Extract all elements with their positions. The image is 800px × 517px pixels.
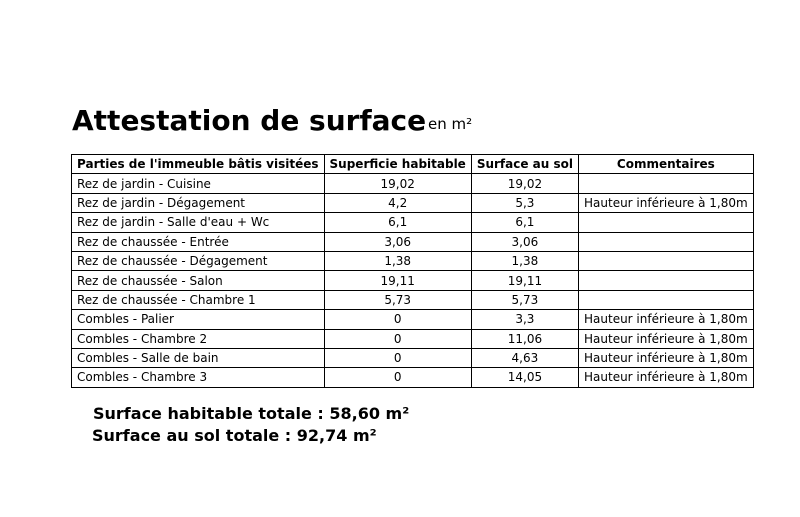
table-cell: Combles - Palier: [71, 309, 325, 330]
table-cell: 6,1: [323, 212, 472, 233]
table-cell: Hauteur inférieure à 1,80m: [578, 367, 754, 388]
table-cell: Combles - Chambre 3: [71, 367, 325, 388]
table-row: Combles - Palier 0 3,3 Hauteur inférieure à…: [71, 309, 754, 330]
table-row: Rez de chaussée - Dégagement 1,38 1,38: [71, 250, 754, 272]
table-cell: Hauteur inférieure à 1,80m: [578, 347, 754, 369]
table-cell: [578, 289, 754, 311]
table-cell: Rez de chaussée - Salon: [71, 270, 325, 291]
table-cell: [578, 250, 754, 272]
table-cell: 19,11: [323, 270, 472, 291]
table-row: Combles - Chambre 3 0 14,05 Hauteur inférie…: [71, 367, 754, 388]
table-cell: 1,38: [323, 250, 472, 272]
table-row: Rez de jardin - Cuisine 19,02 19,02: [71, 173, 754, 194]
table-cell: Combles - Salle de bain: [71, 347, 325, 369]
table-cell: 0: [323, 367, 472, 388]
table-row: Combles - Salle de bain 0 4,63 Hauteur infé…: [71, 347, 754, 369]
table-cell: [578, 270, 754, 291]
table-row: Rez de chaussée - Chambre 1 5,73 5,73: [71, 289, 754, 311]
table-cell: 5,73: [470, 289, 580, 311]
table-row: Rez de jardin - Dégagement 4,2 5,3 Hauteur …: [71, 192, 754, 214]
table-cell: 19,11: [470, 270, 580, 291]
column-header: Surface au sol: [470, 153, 580, 175]
table-cell: Rez de chaussée - Dégagement: [71, 250, 325, 272]
table-cell: 0: [323, 328, 472, 349]
table-cell: Rez de chaussée - Entrée: [71, 231, 325, 252]
table-cell: 4,2: [323, 192, 472, 214]
table-cell: 5,3: [470, 192, 580, 214]
table-cell: 0: [323, 347, 472, 369]
unit: en m²: [428, 115, 473, 133]
surface-table: Parties de l'immeuble bâtis visitées Supe…: [71, 153, 754, 388]
table-row: Rez de chaussée - Salon 19,11 19,11: [71, 270, 754, 291]
title: Attestation de surface: [72, 104, 427, 137]
table-cell: Rez de jardin - Salle d'eau + Wc: [71, 212, 325, 233]
table-cell: [578, 231, 754, 252]
table-cell: 3,06: [470, 231, 580, 252]
table-cell: 11,06: [470, 328, 580, 349]
table-cell: 0: [323, 309, 472, 330]
column-header: Superficie habitable: [323, 153, 472, 175]
table-cell: Hauteur inférieure à 1,80m: [578, 328, 754, 349]
table-cell: Rez de chaussée - Chambre 1: [71, 289, 325, 311]
table-cell: Hauteur inférieure à 1,80m: [578, 309, 754, 330]
table-cell: Combles - Chambre 2: [71, 328, 325, 349]
table-cell: 4,63: [470, 347, 580, 369]
header-row: Parties de l'immeuble bâtis visitées Supe…: [71, 153, 754, 175]
table-row: Combles - Chambre 2 0 11,06 Hauteur inférie…: [71, 328, 754, 349]
table-cell: 19,02: [323, 173, 472, 194]
table-cell: 3,06: [323, 231, 472, 252]
table-cell: 5,73: [323, 289, 472, 311]
table-cell: 6,1: [470, 212, 580, 233]
table-cell: 3,3: [470, 309, 580, 330]
table-cell: 14,05: [470, 367, 580, 388]
table-cell: 19,02: [470, 173, 580, 194]
table-cell: 1,38: [470, 250, 580, 272]
table-cell: Rez de jardin - Dégagement: [71, 192, 325, 214]
total-habitable: Surface habitable totale : 58,60 m²: [93, 404, 410, 423]
table-cell: [578, 212, 754, 233]
table-cell: Hauteur inférieure à 1,80m: [578, 192, 754, 214]
column-header: Parties de l'immeuble bâtis visitées: [71, 153, 325, 175]
column-header: Commentaires: [578, 153, 754, 175]
total-sol: Surface au sol totale : 92,74 m²: [92, 426, 377, 445]
table-cell: Rez de jardin - Cuisine: [71, 173, 325, 194]
table-row: Rez de chaussée - Entrée 3,06 3,06: [71, 231, 754, 252]
table-row: Rez de jardin - Salle d'eau + Wc 6,1 6,1: [71, 212, 754, 233]
table-cell: [578, 173, 754, 194]
